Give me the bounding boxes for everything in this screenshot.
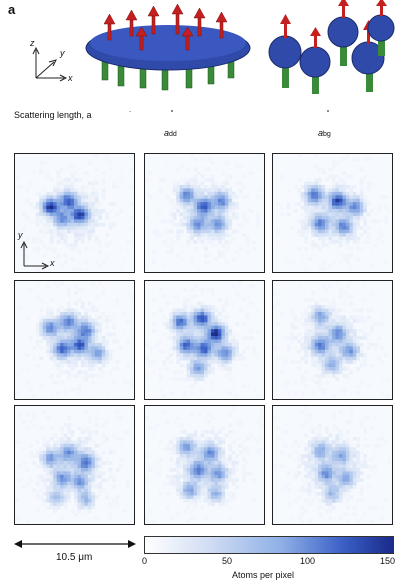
density-image-2 [144, 153, 265, 273]
tick-abg-sub: bg [323, 131, 331, 138]
axis-x-label: x [68, 73, 73, 83]
density-image-5 [144, 280, 265, 400]
dipolar-illustration [32, 0, 395, 112]
axis-b-x-label: x [50, 258, 55, 268]
axes-icon [32, 46, 68, 82]
density-image-7 [14, 405, 135, 525]
tick-add-sub: dd [169, 131, 177, 138]
density-image-3 [272, 153, 393, 273]
density-image-9 [272, 405, 393, 525]
xy-axes-icon [20, 240, 50, 270]
axis-y-label: y [60, 48, 65, 58]
tick-add-main: a [164, 128, 170, 138]
scale-bar-label: 10.5 μm [56, 552, 93, 563]
density-image-1 [14, 153, 135, 273]
tick-abg-main: a [318, 128, 324, 138]
colorbar-tick-100: 100 [300, 556, 316, 566]
panel-a-letter: a [8, 2, 16, 17]
scattering-length-title: Scattering length, a [14, 110, 92, 120]
density-image-6 [272, 280, 393, 400]
axis-b-y-label: y [18, 230, 23, 240]
tick-add: add [164, 128, 177, 138]
colorbar-label: Atoms per pixel [232, 570, 295, 580]
density-image-4 [14, 280, 135, 400]
dipole-arrows [103, 3, 228, 51]
axis-z-label: z [30, 38, 35, 48]
scattering-axis [128, 110, 329, 112]
density-image-8 [144, 405, 265, 525]
colorbar-tick-0: 0 [142, 556, 148, 566]
colorbar-tick-150: 150 [380, 556, 396, 566]
tick-abg: abg [318, 128, 331, 138]
droplet-group [268, 0, 395, 94]
scale-bar [14, 540, 136, 548]
colorbar-tick-50: 50 [222, 556, 233, 566]
colorbar [144, 536, 394, 554]
